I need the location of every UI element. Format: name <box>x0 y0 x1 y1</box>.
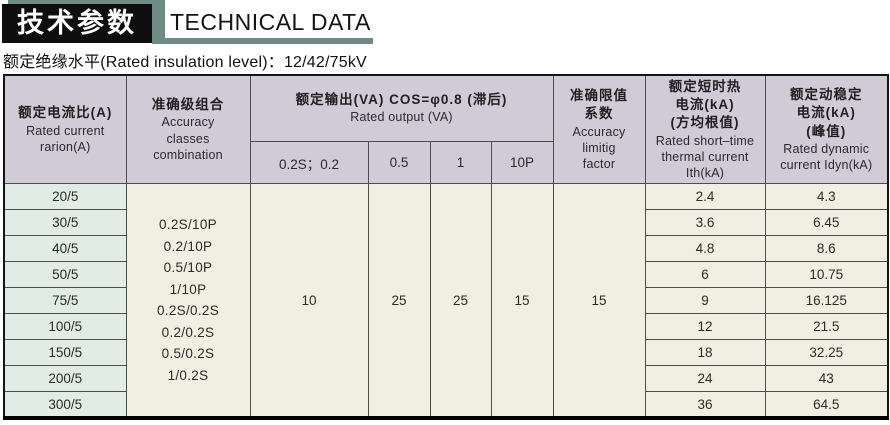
page-title-cn: 技术参数 <box>17 8 137 38</box>
alf-value: 15 <box>552 183 646 419</box>
header-thermal-current: 额定短时热 电流(kA) (方均根值) Rated short–time the… <box>644 74 766 185</box>
subheader-class-02s-02: 0.2S；0.2 <box>249 140 369 185</box>
header-accuracy-limiting-factor: 准确限值 系数 Accuracy limitig factor <box>552 74 646 185</box>
ith-cell: 24 <box>644 365 766 393</box>
idyn-cell: 64.5 <box>764 391 889 419</box>
ratio-cell: 40/5 <box>3 235 127 263</box>
header-rated-output-group: 额定输出(VA) COS=φ0.8 (滞后) Rated output (VA) <box>249 74 554 142</box>
output-value-02s: 10 <box>249 183 369 419</box>
ratio-cell: 100/5 <box>3 313 127 341</box>
table-row: 40/5 4.8 8.6 <box>3 235 889 263</box>
ratio-cell: 200/5 <box>3 365 127 393</box>
ith-cell: 4.8 <box>644 235 766 263</box>
ratio-cell: 150/5 <box>3 339 127 367</box>
subheader-class-1: 1 <box>429 140 492 185</box>
table-row: 50/5 6 10.75 <box>3 261 889 289</box>
table-row: 200/5 24 43 <box>3 365 889 393</box>
header-dynamic-current: 额定动稳定 电流(kA) (峰值) Rated dynamic current … <box>764 74 889 185</box>
table-row: 30/5 3.6 6.45 <box>3 209 889 237</box>
idyn-cell: 6.45 <box>764 209 889 237</box>
ith-cell: 36 <box>644 391 766 419</box>
ith-cell: 3.6 <box>644 209 766 237</box>
output-value-1: 25 <box>429 183 492 419</box>
ith-cell: 18 <box>644 339 766 367</box>
output-value-10p: 15 <box>490 183 554 419</box>
table-row: 20/5 0.2S/10P 0.2/10P 0.5/10P 1/10P 0.2S… <box>3 183 889 419</box>
idyn-cell: 10.75 <box>764 261 889 289</box>
idyn-cell: 8.6 <box>764 235 889 263</box>
idyn-cell: 16.125 <box>764 287 889 315</box>
accuracy-combinations-cell: 0.2S/10P 0.2/10P 0.5/10P 1/10P 0.2S/0.2S… <box>125 183 251 419</box>
idyn-cell: 32.25 <box>764 339 889 367</box>
header-rated-current-ratio: 额定电流比(A) Rated current rarion(A) <box>3 74 127 185</box>
table-row: 150/5 18 32.25 <box>3 339 889 367</box>
header-accuracy-classes: 准确级组合 Accuracy classes combination <box>125 74 251 185</box>
idyn-cell: 43 <box>764 365 889 393</box>
rated-insulation-level-text: 额定绝缘水平(Rated insulation level)：12/42/75k… <box>3 54 367 71</box>
title-block: 技术参数 TECHNICAL DATA <box>0 0 890 46</box>
idyn-cell: 21.5 <box>764 313 889 341</box>
ratio-cell: 30/5 <box>3 209 127 237</box>
ratio-cell: 300/5 <box>3 391 127 419</box>
title-box: 技术参数 <box>2 4 152 43</box>
output-value-05: 25 <box>367 183 431 419</box>
technical-data-table: 额定电流比(A) Rated current rarion(A) 准确级组合 A… <box>3 74 889 420</box>
ith-cell: 2.4 <box>644 183 766 211</box>
title-underline <box>152 38 373 44</box>
ratio-cell: 50/5 <box>3 261 127 289</box>
table-row: 100/5 12 21.5 <box>3 313 889 341</box>
ratio-cell: 75/5 <box>3 287 127 315</box>
ith-cell: 6 <box>644 261 766 289</box>
subheader-class-10p: 10P <box>490 140 554 185</box>
page-title-en: TECHNICAL DATA <box>170 9 371 35</box>
ratio-cell: 20/5 <box>3 183 127 211</box>
subheader-class-05: 0.5 <box>367 140 431 185</box>
idyn-cell: 4.3 <box>764 183 889 211</box>
ith-cell: 12 <box>644 313 766 341</box>
table-row: 300/5 36 64.5 <box>3 391 889 419</box>
ith-cell: 9 <box>644 287 766 315</box>
